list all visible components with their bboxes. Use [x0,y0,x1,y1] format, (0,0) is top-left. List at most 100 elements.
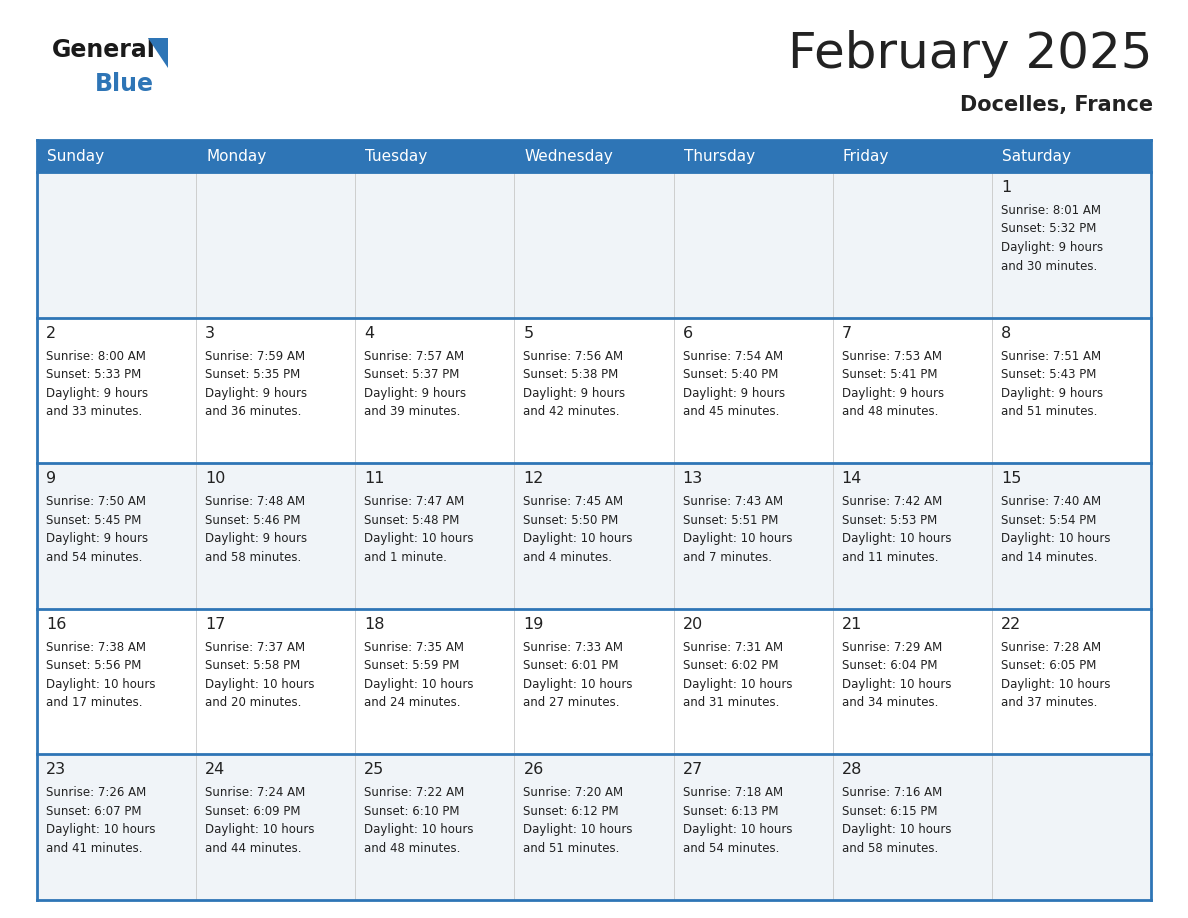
Bar [833,755,992,900]
Text: and 41 minutes.: and 41 minutes. [46,842,143,855]
Text: and 48 minutes.: and 48 minutes. [842,405,939,418]
Text: Sunrise: 7:16 AM: Sunrise: 7:16 AM [842,787,942,800]
Text: 1: 1 [1000,180,1011,195]
Bar [196,140,355,172]
Text: and 33 minutes.: and 33 minutes. [46,405,143,418]
Text: and 1 minute.: and 1 minute. [365,551,447,564]
Text: and 39 minutes.: and 39 minutes. [365,405,461,418]
Text: 19: 19 [524,617,544,632]
Bar [992,172,1151,318]
Text: and 20 minutes.: and 20 minutes. [206,696,302,710]
Text: and 44 minutes.: and 44 minutes. [206,842,302,855]
Text: Sunset: 6:04 PM: Sunset: 6:04 PM [842,659,937,672]
Bar [355,609,514,755]
Bar [514,318,674,464]
Bar [833,464,992,609]
Text: Daylight: 10 hours: Daylight: 10 hours [46,823,156,836]
Text: 18: 18 [365,617,385,632]
Bar [674,172,833,318]
Text: Sunset: 5:45 PM: Sunset: 5:45 PM [46,514,141,527]
Text: Daylight: 10 hours: Daylight: 10 hours [524,823,633,836]
Text: Sunrise: 7:47 AM: Sunrise: 7:47 AM [365,495,465,509]
Text: 5: 5 [524,326,533,341]
Bar [196,318,355,464]
Text: 3: 3 [206,326,215,341]
Text: and 7 minutes.: and 7 minutes. [683,551,771,564]
Text: Sunset: 6:02 PM: Sunset: 6:02 PM [683,659,778,672]
Text: and 30 minutes.: and 30 minutes. [1000,260,1097,273]
Bar [992,464,1151,609]
Text: Sunset: 6:13 PM: Sunset: 6:13 PM [683,805,778,818]
Text: Tuesday: Tuesday [365,149,428,163]
Text: Sunset: 6:01 PM: Sunset: 6:01 PM [524,659,619,672]
Text: Sunrise: 7:43 AM: Sunrise: 7:43 AM [683,495,783,509]
Text: Sunset: 6:07 PM: Sunset: 6:07 PM [46,805,141,818]
Text: and 45 minutes.: and 45 minutes. [683,405,779,418]
Text: Daylight: 9 hours: Daylight: 9 hours [524,386,626,399]
Text: and 24 minutes.: and 24 minutes. [365,696,461,710]
Bar [514,755,674,900]
Text: Sunset: 5:54 PM: Sunset: 5:54 PM [1000,514,1097,527]
Text: and 37 minutes.: and 37 minutes. [1000,696,1098,710]
Text: Daylight: 10 hours: Daylight: 10 hours [683,823,792,836]
Text: 23: 23 [46,763,67,778]
Text: Sunset: 5:40 PM: Sunset: 5:40 PM [683,368,778,381]
Text: Sunrise: 7:59 AM: Sunrise: 7:59 AM [206,350,305,363]
Text: and 14 minutes.: and 14 minutes. [1000,551,1098,564]
Text: 20: 20 [683,617,703,632]
Text: Wednesday: Wednesday [524,149,613,163]
Bar [674,140,833,172]
Bar [992,755,1151,900]
Bar [833,140,992,172]
Text: Sunrise: 7:20 AM: Sunrise: 7:20 AM [524,787,624,800]
Text: 8: 8 [1000,326,1011,341]
Text: Daylight: 9 hours: Daylight: 9 hours [206,532,308,545]
Text: Sunrise: 7:53 AM: Sunrise: 7:53 AM [842,350,942,363]
Text: Daylight: 9 hours: Daylight: 9 hours [842,386,943,399]
Text: Sunrise: 7:56 AM: Sunrise: 7:56 AM [524,350,624,363]
Text: Daylight: 9 hours: Daylight: 9 hours [365,386,467,399]
Text: Sunrise: 7:48 AM: Sunrise: 7:48 AM [206,495,305,509]
Text: 16: 16 [46,617,67,632]
Text: Daylight: 10 hours: Daylight: 10 hours [842,823,952,836]
Text: Daylight: 10 hours: Daylight: 10 hours [206,823,315,836]
Text: and 11 minutes.: and 11 minutes. [842,551,939,564]
Text: Sunset: 6:12 PM: Sunset: 6:12 PM [524,805,619,818]
Text: 25: 25 [365,763,385,778]
Text: 14: 14 [842,471,862,487]
Text: Sunrise: 7:29 AM: Sunrise: 7:29 AM [842,641,942,654]
Bar [514,172,674,318]
Text: Sunrise: 7:22 AM: Sunrise: 7:22 AM [365,787,465,800]
Text: Sunrise: 8:01 AM: Sunrise: 8:01 AM [1000,204,1101,217]
Bar [37,318,196,464]
Text: Sunday: Sunday [48,149,105,163]
Text: Sunrise: 7:38 AM: Sunrise: 7:38 AM [46,641,146,654]
Text: 24: 24 [206,763,226,778]
Text: Daylight: 10 hours: Daylight: 10 hours [365,532,474,545]
Text: Thursday: Thursday [683,149,754,163]
Text: and 48 minutes.: and 48 minutes. [365,842,461,855]
Bar [992,609,1151,755]
Text: Sunset: 5:43 PM: Sunset: 5:43 PM [1000,368,1097,381]
Text: Daylight: 10 hours: Daylight: 10 hours [842,532,952,545]
Text: Sunset: 5:51 PM: Sunset: 5:51 PM [683,514,778,527]
Text: Sunset: 5:33 PM: Sunset: 5:33 PM [46,368,141,381]
Text: Sunset: 6:15 PM: Sunset: 6:15 PM [842,805,937,818]
Text: Daylight: 9 hours: Daylight: 9 hours [46,386,148,399]
Text: Daylight: 10 hours: Daylight: 10 hours [842,677,952,691]
Text: Sunrise: 7:24 AM: Sunrise: 7:24 AM [206,787,305,800]
Text: 6: 6 [683,326,693,341]
Text: Daylight: 9 hours: Daylight: 9 hours [1000,386,1102,399]
Text: Sunrise: 7:18 AM: Sunrise: 7:18 AM [683,787,783,800]
Bar [674,609,833,755]
Bar [37,609,196,755]
Text: Sunrise: 7:50 AM: Sunrise: 7:50 AM [46,495,146,509]
Text: Sunset: 5:38 PM: Sunset: 5:38 PM [524,368,619,381]
Bar [355,464,514,609]
Text: 28: 28 [842,763,862,778]
Bar [196,172,355,318]
Text: Sunrise: 7:51 AM: Sunrise: 7:51 AM [1000,350,1101,363]
Text: 15: 15 [1000,471,1022,487]
Text: Sunset: 5:32 PM: Sunset: 5:32 PM [1000,222,1097,236]
Bar [674,464,833,609]
